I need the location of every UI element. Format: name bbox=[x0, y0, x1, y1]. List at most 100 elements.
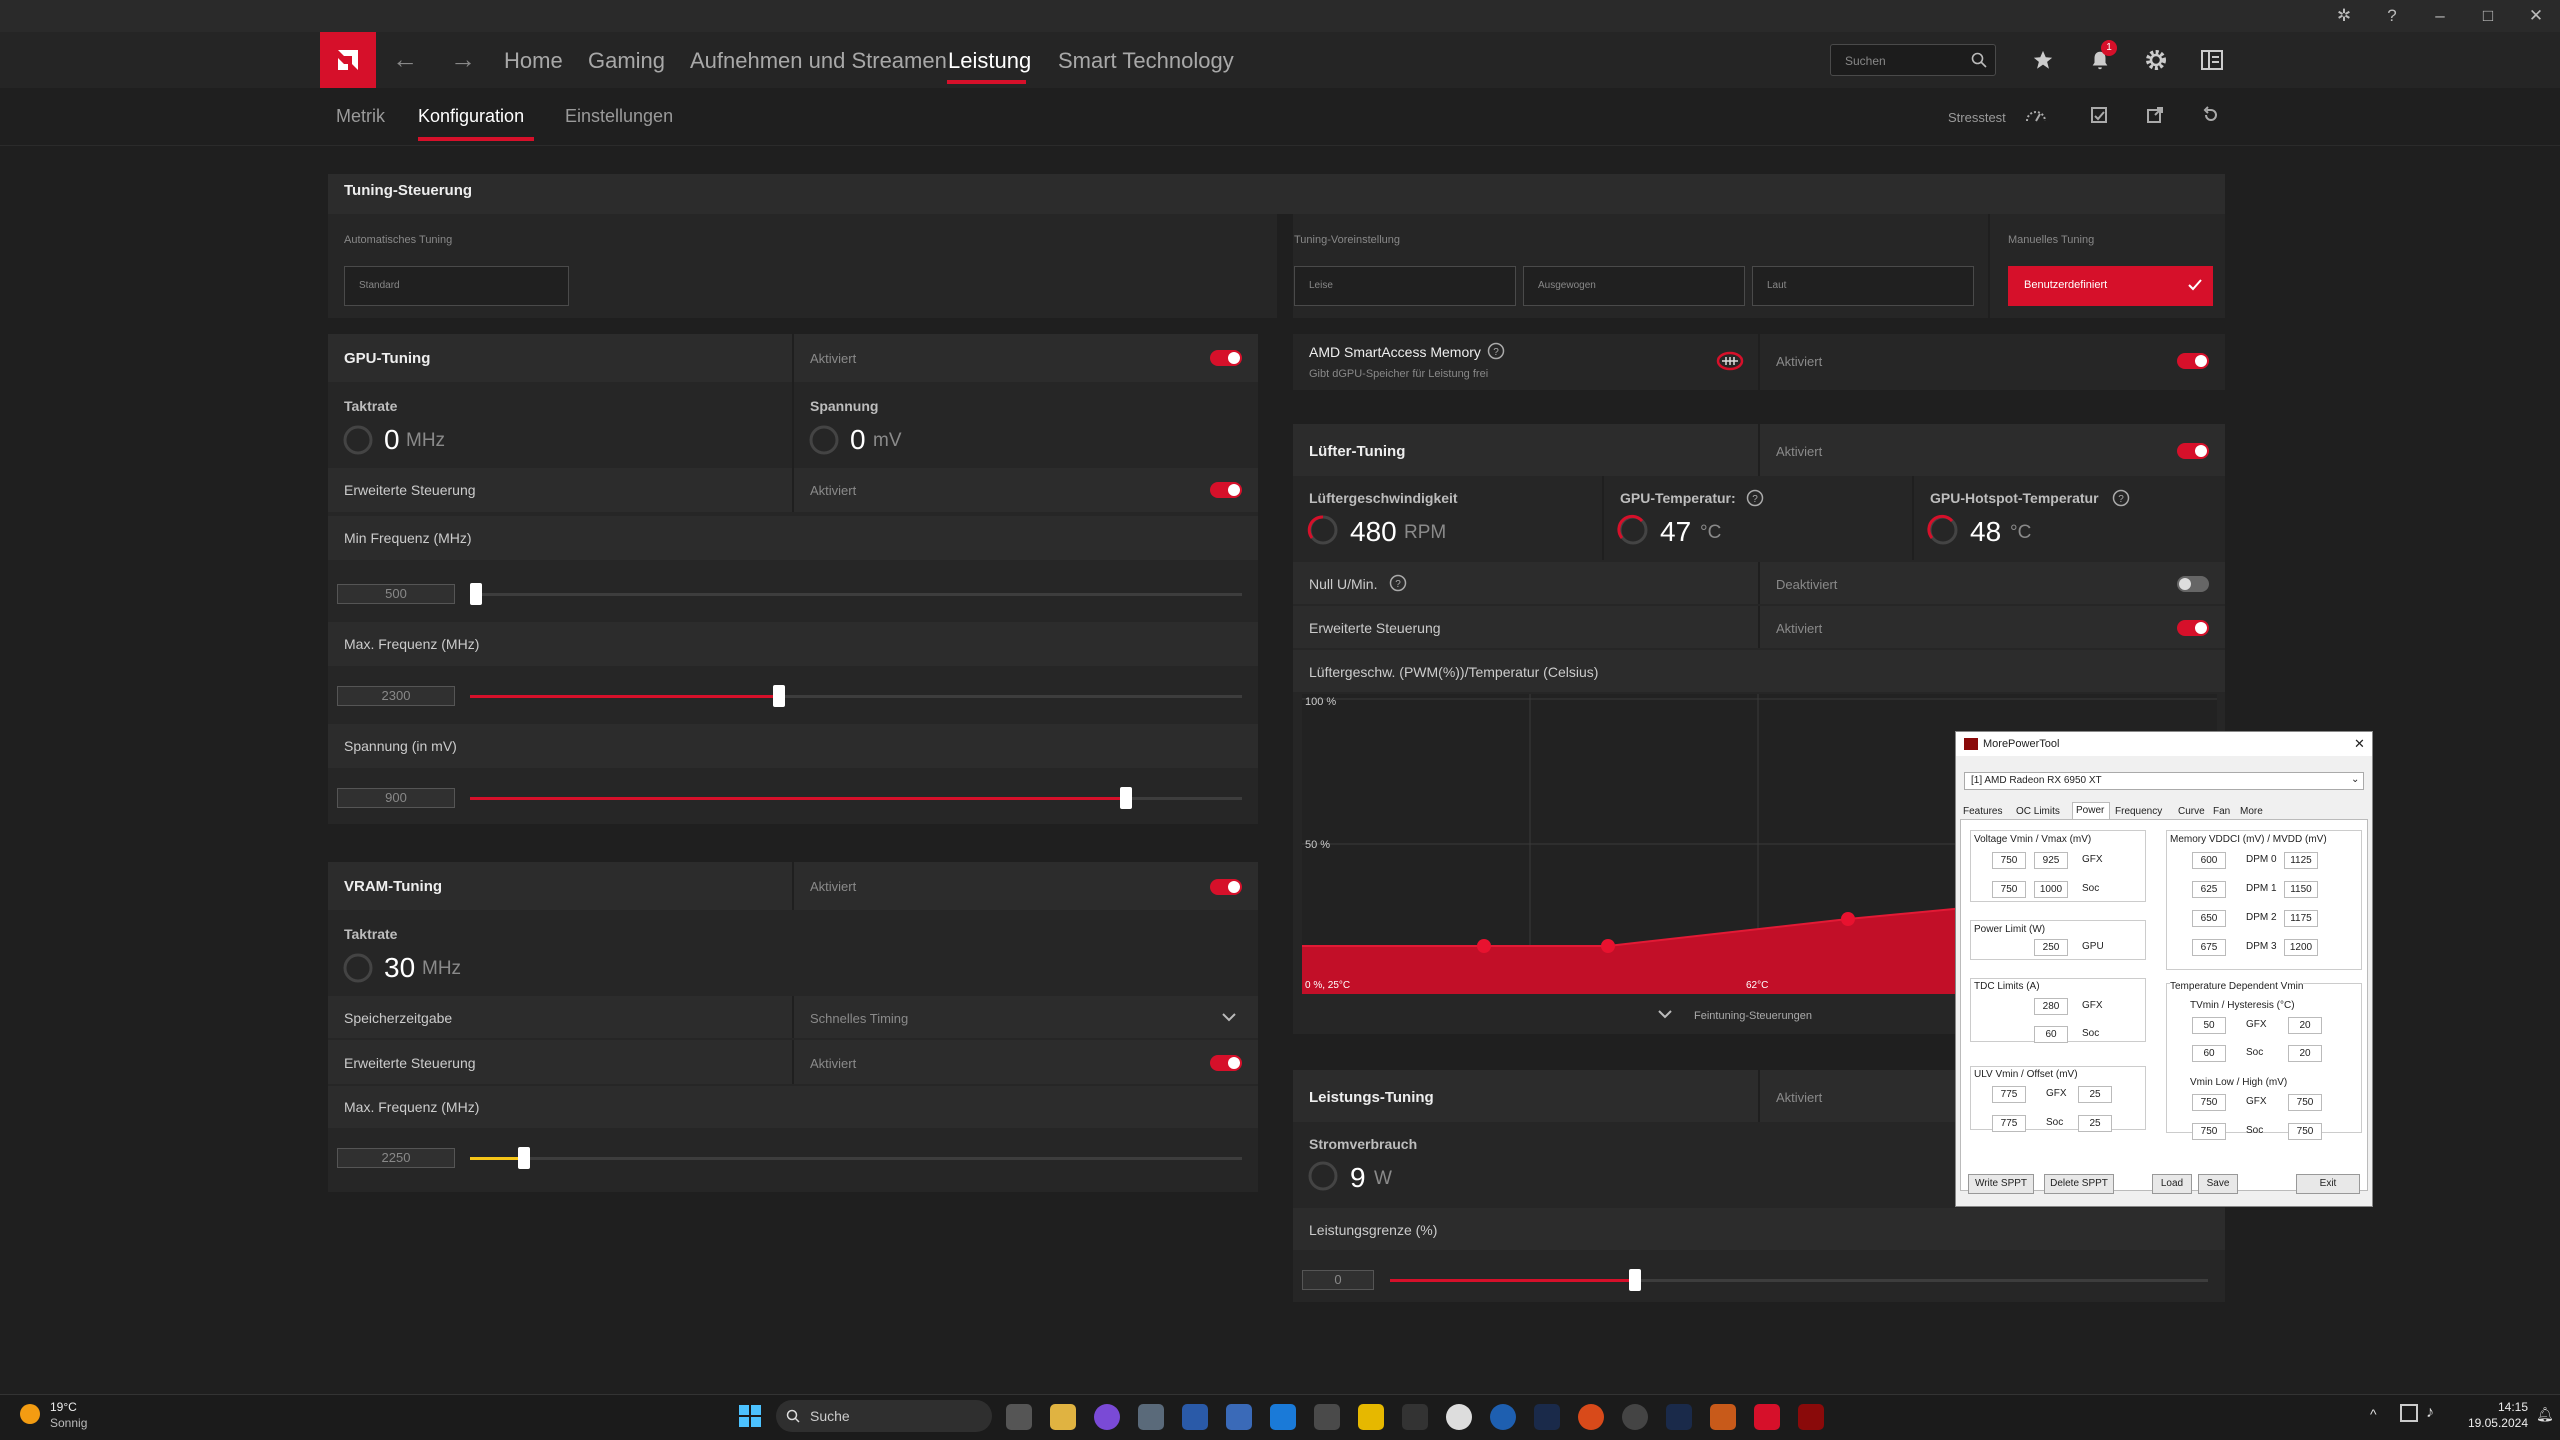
favorites-star-icon[interactable] bbox=[2027, 44, 2059, 76]
help-circle-icon[interactable]: ? bbox=[1389, 574, 1407, 592]
steam-icon[interactable] bbox=[1534, 1404, 1560, 1430]
app-icon[interactable] bbox=[1358, 1404, 1384, 1430]
mpt-v-gfx-min[interactable]: 750 bbox=[1992, 852, 2026, 869]
weather-temp[interactable]: 19°C bbox=[50, 1400, 77, 1414]
fine-tuning-controls-toggle[interactable]: Feintuning-Steuerungen bbox=[1694, 1010, 1813, 1022]
mpt-tv-soc-hyst[interactable]: 20 bbox=[2288, 1045, 2322, 1062]
mpt-load-button[interactable]: Load bbox=[2152, 1174, 2192, 1194]
help-circle-icon[interactable]: ? bbox=[1487, 342, 1505, 360]
nav-home[interactable]: Home bbox=[504, 48, 563, 73]
mpt-tab-fan[interactable]: Fan bbox=[2213, 806, 2231, 817]
network-icon[interactable] bbox=[2400, 1404, 2418, 1422]
store-icon[interactable] bbox=[1314, 1404, 1340, 1430]
app-icon[interactable] bbox=[1226, 1404, 1252, 1430]
search-input[interactable]: Suchen bbox=[1830, 44, 1996, 76]
tab-configuration[interactable]: Konfiguration bbox=[418, 106, 525, 126]
mpt-exit-button[interactable]: Exit bbox=[2296, 1174, 2360, 1194]
vram-advanced-toggle[interactable] bbox=[1210, 1055, 1242, 1071]
fan-curve-point[interactable] bbox=[1601, 939, 1615, 953]
mpt-device-select[interactable]: [1] AMD Radeon RX 6950 XT ⌄ bbox=[1964, 772, 2364, 790]
cpu-monitor-icon[interactable] bbox=[1402, 1404, 1428, 1430]
settings-gear-icon[interactable] bbox=[2140, 44, 2172, 76]
mpt-v-gfx-max[interactable]: 925 bbox=[2034, 852, 2068, 869]
bug-icon[interactable]: ✲ bbox=[2336, 6, 2352, 25]
mpt-tv-soc[interactable]: 60 bbox=[2192, 1045, 2226, 1062]
preset-loud-button[interactable]: Laut bbox=[1752, 266, 1974, 306]
voltage-input[interactable]: 900 bbox=[337, 788, 455, 808]
mpt-tv-gfx-hyst[interactable]: 20 bbox=[2288, 1017, 2322, 1034]
tab-metrics[interactable]: Metrik bbox=[336, 106, 385, 126]
mpt-close-icon[interactable]: ✕ bbox=[2354, 736, 2365, 751]
auto-tuning-standard-button[interactable]: Standard bbox=[344, 266, 569, 306]
mpt-v-soc-min[interactable]: 750 bbox=[1992, 881, 2026, 898]
mpt-tab-oc-limits[interactable]: OC Limits bbox=[2016, 806, 2060, 817]
forward-arrow-icon[interactable]: → bbox=[450, 44, 476, 74]
vram-slider-track[interactable] bbox=[470, 1157, 1242, 1160]
mpt-vm-soc-low[interactable]: 750 bbox=[2192, 1123, 2226, 1140]
max-freq-slider-track[interactable] bbox=[470, 695, 1242, 698]
mpt-write-sppt-button[interactable]: Write SPPT bbox=[1968, 1174, 2034, 1194]
max-freq-input[interactable]: 2300 bbox=[337, 686, 455, 706]
mpt-delete-sppt-button[interactable]: Delete SPPT bbox=[2044, 1174, 2114, 1194]
nav-record-stream[interactable]: Aufnehmen und Streamen bbox=[690, 48, 947, 73]
fan-curve-point[interactable] bbox=[1477, 939, 1491, 953]
steam-icon[interactable] bbox=[1666, 1404, 1692, 1430]
vram-slider-thumb[interactable] bbox=[518, 1147, 530, 1169]
mail-icon[interactable] bbox=[1270, 1404, 1296, 1430]
export-icon[interactable] bbox=[2146, 106, 2164, 124]
stresstest-gauge-icon[interactable] bbox=[2025, 106, 2047, 124]
mpt-save-button[interactable]: Save bbox=[2198, 1174, 2238, 1194]
mpt-dpm2-mvdd[interactable]: 1175 bbox=[2284, 910, 2318, 927]
fan-tuning-toggle[interactable] bbox=[2177, 443, 2209, 459]
mpt-tdc-soc[interactable]: 60 bbox=[2034, 1026, 2068, 1043]
help-icon[interactable]: ? bbox=[2387, 6, 2397, 25]
min-freq-slider-thumb[interactable] bbox=[470, 583, 482, 605]
browser-icon[interactable] bbox=[1094, 1404, 1120, 1430]
mpt-dpm2-vddci[interactable]: 650 bbox=[2192, 910, 2226, 927]
mpt-tab-frequency[interactable]: Frequency bbox=[2115, 806, 2163, 817]
manual-tuning-custom-button[interactable]: Benutzerdefiniert bbox=[2008, 266, 2213, 306]
notification-center-icon[interactable]: 🔔︎ bbox=[2536, 1406, 2554, 1422]
chrome-icon[interactable] bbox=[1446, 1404, 1472, 1430]
mpt-tab-features[interactable]: Features bbox=[1963, 806, 2003, 817]
help-circle-icon[interactable]: ? bbox=[1746, 489, 1764, 507]
mpt-ulv-soc-o[interactable]: 25 bbox=[2078, 1115, 2112, 1132]
chevron-down-icon[interactable] bbox=[1658, 1009, 1672, 1019]
vram-tuning-toggle[interactable] bbox=[1210, 879, 1242, 895]
app-icon[interactable] bbox=[1710, 1404, 1736, 1430]
mpt-tab-curve[interactable]: Curve bbox=[2178, 806, 2205, 817]
fan-curve-point[interactable] bbox=[1841, 912, 1855, 926]
notifications-bell-icon[interactable] bbox=[2084, 44, 2116, 76]
preset-balanced-button[interactable]: Ausgewogen bbox=[1523, 266, 1745, 306]
mpt-power-limit-input[interactable]: 250 bbox=[2034, 939, 2068, 956]
mpt-dpm3-mvdd[interactable]: 1200 bbox=[2284, 939, 2318, 956]
minimize-icon[interactable]: – bbox=[2435, 6, 2445, 25]
close-icon[interactable]: ✕ bbox=[2528, 6, 2544, 25]
preset-quiet-button[interactable]: Leise bbox=[1294, 266, 1516, 306]
zero-rpm-toggle[interactable] bbox=[2177, 576, 2209, 592]
back-arrow-icon[interactable]: ← bbox=[392, 44, 418, 74]
help-circle-icon[interactable]: ? bbox=[2112, 489, 2130, 507]
taskbar-search-box[interactable]: Suche bbox=[776, 1400, 992, 1432]
mpt-tv-gfx[interactable]: 50 bbox=[2192, 1017, 2226, 1034]
power-limit-slider-thumb[interactable] bbox=[1629, 1269, 1641, 1291]
amd-software-icon[interactable] bbox=[1754, 1404, 1780, 1430]
power-limit-input[interactable]: 0 bbox=[1302, 1270, 1374, 1290]
mpt-ulv-soc-v[interactable]: 775 bbox=[1992, 1115, 2026, 1132]
mem-timing-dropdown[interactable]: Schnelles Timing bbox=[810, 1011, 909, 1026]
morepowertool-icon[interactable] bbox=[1798, 1404, 1824, 1430]
reset-icon[interactable] bbox=[2202, 106, 2220, 124]
nav-smart-technology[interactable]: Smart Technology bbox=[1058, 48, 1234, 73]
nav-gaming[interactable]: Gaming bbox=[588, 48, 666, 73]
app-icon[interactable] bbox=[1490, 1404, 1516, 1430]
save-profile-icon[interactable] bbox=[2090, 106, 2108, 124]
mpt-vm-soc-high[interactable]: 750 bbox=[2288, 1123, 2322, 1140]
mpt-tab-more[interactable]: More bbox=[2240, 806, 2263, 817]
mpt-dpm1-vddci[interactable]: 625 bbox=[2192, 881, 2226, 898]
chevron-down-icon[interactable] bbox=[1222, 1012, 1236, 1022]
layout-panel-icon[interactable] bbox=[2196, 44, 2228, 76]
mpt-dpm3-vddci[interactable]: 675 bbox=[2192, 939, 2226, 956]
windows-start-icon[interactable] bbox=[738, 1404, 762, 1428]
mpt-dpm0-vddci[interactable]: 600 bbox=[2192, 852, 2226, 869]
mpt-vm-gfx-high[interactable]: 750 bbox=[2288, 1094, 2322, 1111]
